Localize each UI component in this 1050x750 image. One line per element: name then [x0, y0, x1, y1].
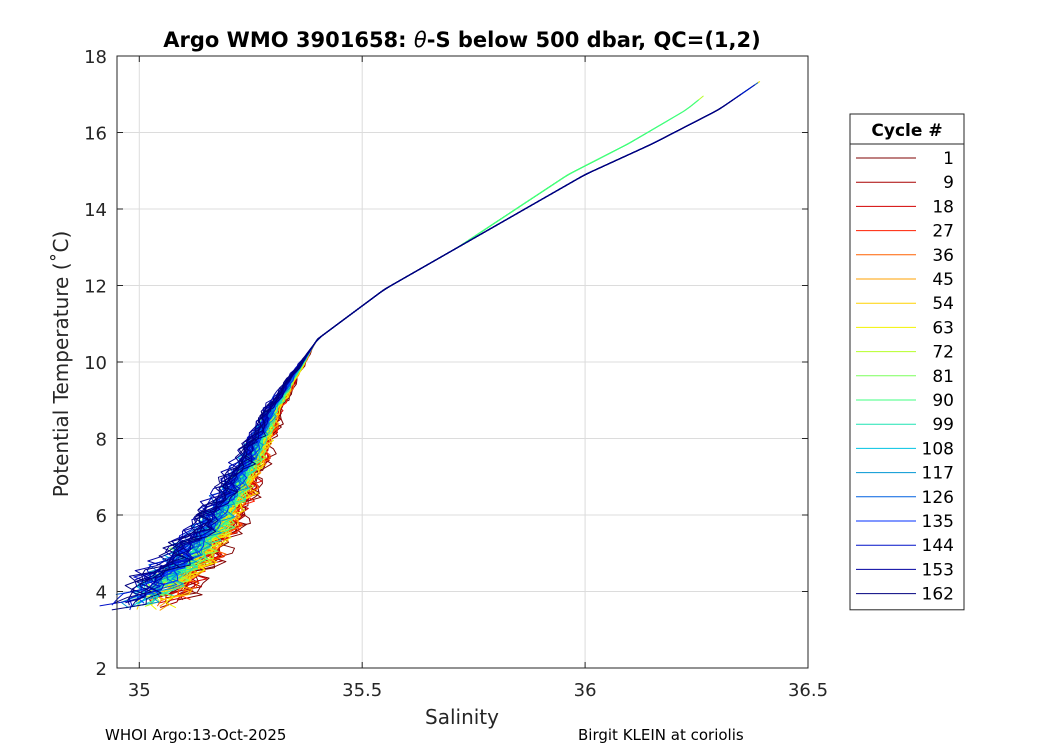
legend-label-54: 54: [932, 294, 954, 314]
x-tick-label: 36.5: [788, 680, 828, 701]
y-tick-label: 12: [84, 277, 107, 298]
profile-line-cycle-162: [114, 107, 722, 604]
legend-label-108: 108: [922, 439, 954, 459]
x-tick-label: 35.5: [342, 680, 382, 701]
y-tick-label: 2: [96, 659, 107, 680]
y-tick-label: 4: [96, 583, 107, 604]
legend-label-63: 63: [932, 318, 954, 338]
legend-label-81: 81: [932, 367, 954, 387]
x-tick-label: 36: [574, 680, 597, 701]
x-axis-label: Salinity: [425, 705, 499, 729]
footer-left: WHOI Argo:13-Oct-2025: [105, 726, 287, 744]
legend: Cycle #1 9 18 27 36 45 54 63 72 81 90 99 108 117 126 13…: [849, 113, 965, 611]
legend-label-90: 90: [932, 391, 954, 411]
chart-title-prefix: Argo WMO 3901658:: [163, 28, 414, 52]
legend-label-27: 27: [932, 222, 954, 242]
legend-title: Cycle #: [871, 121, 942, 141]
y-tick-label: 10: [84, 353, 107, 374]
footer-right: Birgit KLEIN at coriolis: [578, 726, 744, 744]
legend-label-36: 36: [932, 246, 954, 266]
legend-label-135: 135: [922, 512, 954, 532]
y-tick-label: 14: [84, 200, 107, 221]
axes: 35 35.5 36 36.5 2 4 6 8 10 12 14 16 18: [84, 47, 828, 701]
legend-label-99: 99: [932, 415, 954, 435]
y-tick-label: 18: [84, 47, 107, 68]
y-axis-label: Potential Temperature (˚C): [49, 231, 73, 498]
legend-label-72: 72: [932, 343, 954, 363]
legend-label-45: 45: [932, 270, 954, 290]
profile-curves: [99, 80, 761, 611]
x-tick-label: 35: [128, 680, 151, 701]
legend-label-18: 18: [932, 197, 954, 217]
grid: [117, 55, 809, 669]
legend-label-117: 117: [922, 464, 954, 484]
y-tick-label: 16: [84, 124, 107, 145]
legend-label-144: 144: [922, 536, 954, 556]
chart-title-suffix: -S below 500 dbar, QC=(1,2): [427, 28, 761, 52]
y-tick-label: 8: [96, 430, 107, 451]
legend-label-9: 9: [943, 173, 954, 193]
legend-label-153: 153: [922, 560, 954, 580]
chart-title-theta: θ: [414, 28, 427, 52]
legend-box: [849, 113, 965, 611]
legend-label-1: 1: [943, 149, 954, 169]
y-tick-label: 6: [96, 506, 107, 527]
chart-title: Argo WMO 3901658: θ-S below 500 dbar, QC…: [163, 28, 760, 52]
legend-label-126: 126: [922, 488, 954, 508]
legend-label-162: 162: [922, 585, 954, 605]
